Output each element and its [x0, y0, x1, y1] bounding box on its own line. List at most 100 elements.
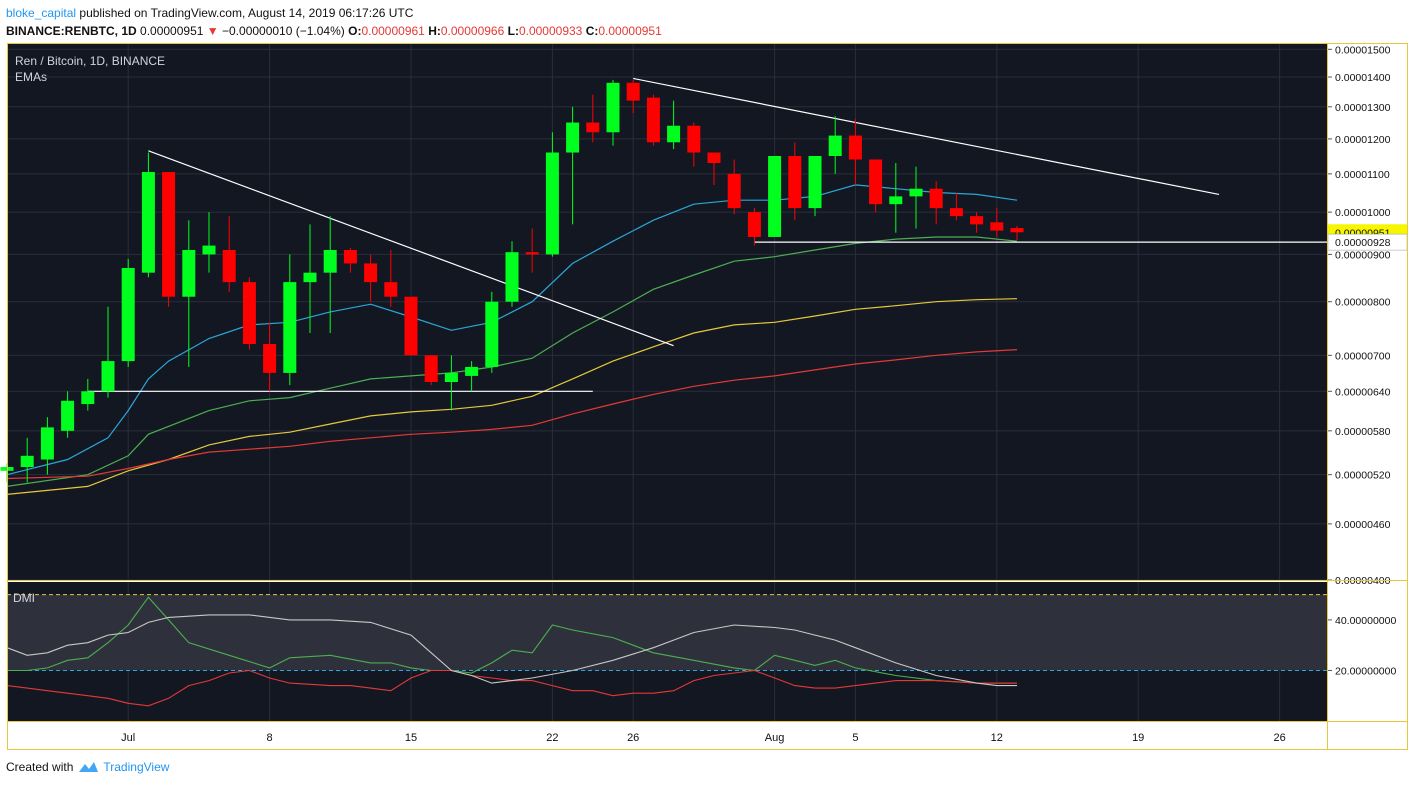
trendline — [148, 150, 674, 347]
price-axis-labels: 0.000004000.000004600.000005200.00000580… — [1328, 44, 1391, 587]
dmi-band-fill — [7, 594, 1327, 671]
time-tick-label: 8 — [267, 732, 273, 744]
last-price: 0.00000951 — [140, 24, 204, 38]
candle-body — [747, 212, 761, 237]
tradingview-link[interactable]: TradingView — [103, 760, 170, 774]
candle-body — [343, 249, 357, 264]
candle-body — [303, 272, 317, 283]
time-tick-label: 12 — [991, 732, 1003, 744]
candle-body — [889, 196, 903, 205]
main-pane[interactable] — [7, 44, 1327, 580]
published-text: published on TradingView.com, August 14,… — [79, 6, 414, 20]
candle-body — [869, 159, 883, 205]
candle-body — [202, 245, 216, 255]
dmi-adx-line — [6, 614, 1017, 687]
dmi-band — [7, 594, 1327, 671]
candle-body — [667, 125, 681, 143]
open-value: 0.00000961 — [361, 24, 425, 38]
trendlines[interactable] — [87, 77, 1341, 392]
time-axis-labels: Jul 8 15 22 26 Aug 5 12 19 26 — [121, 732, 1286, 744]
candle-body — [707, 152, 721, 164]
indicator-label[interactable]: EMAs — [15, 70, 47, 84]
candle-body — [909, 188, 923, 197]
tradingview-logo-icon — [79, 762, 99, 772]
candle-body — [525, 252, 539, 255]
time-tick-label: Jul — [121, 732, 135, 744]
close-label: C: — [585, 24, 599, 38]
candle-body — [444, 372, 458, 382]
time-tick-label: Aug — [765, 732, 785, 744]
candle-body — [626, 82, 640, 101]
low-label: L: — [507, 24, 519, 38]
dmi-label[interactable]: DMI — [13, 591, 35, 605]
dmi-plus-di-line — [7, 596, 1017, 684]
price-tick-label: 0.00000460 — [1335, 519, 1391, 531]
candle-body — [101, 361, 115, 392]
candle-body — [61, 400, 75, 431]
candle-body — [40, 427, 54, 460]
time-tick-label: 19 — [1132, 732, 1144, 744]
candle-body — [364, 263, 378, 283]
time-tick-label: 26 — [627, 732, 639, 744]
price-tick-label: 0.00000640 — [1335, 386, 1391, 398]
price-tick-label: 0.00000580 — [1335, 426, 1391, 438]
candle-body — [404, 296, 418, 356]
ema-line — [6, 349, 1018, 480]
time-axis[interactable] — [7, 721, 1327, 749]
candle-body — [263, 344, 277, 373]
candle-body — [606, 82, 620, 133]
price-tick-label: 0.00001200 — [1335, 134, 1391, 146]
price-tick-label: 0.00001500 — [1335, 44, 1391, 56]
chart-header: bloke_capital published on TradingView.c… — [6, 5, 1406, 39]
time-tick-label: 15 — [405, 732, 417, 744]
price-tick-label: 0.00001300 — [1335, 102, 1391, 114]
dmi-axis-labels: 20.00000000 40.00000000 — [1328, 615, 1396, 677]
close-value: 0.00000951 — [598, 24, 662, 38]
candle-body — [970, 216, 984, 225]
footer: Created with TradingView — [6, 760, 169, 774]
price-axis[interactable] — [1328, 44, 1408, 580]
candle-body — [687, 125, 701, 153]
candle-body — [162, 172, 176, 297]
candle-body — [222, 249, 236, 283]
price-tick-label: 0.00000520 — [1335, 470, 1391, 482]
time-tick-label: 26 — [1273, 732, 1285, 744]
price-change: −0.00000010 (−1.04%) — [222, 24, 345, 38]
candle-body — [646, 97, 660, 143]
down-arrow-icon: ▼ — [206, 24, 219, 38]
author-link[interactable]: bloke_capital — [6, 6, 77, 20]
line-price-tag-label: 0.00000928 — [1335, 237, 1391, 249]
price-tick-label: 0.00000700 — [1335, 350, 1391, 362]
candle-body — [1010, 228, 1024, 233]
candle-body — [283, 282, 297, 373]
price-tick-label: 0.00001400 — [1335, 72, 1391, 84]
candle-body — [182, 249, 196, 297]
dmi-tick-label: 20.00000000 — [1335, 665, 1396, 677]
candle-body — [242, 282, 256, 345]
candle-body — [848, 135, 862, 160]
candle-body — [81, 391, 95, 405]
high-label: H: — [428, 24, 441, 38]
candles — [0, 79, 1024, 483]
high-value: 0.00000966 — [440, 24, 505, 38]
price-tick-label: 0.00000900 — [1335, 249, 1391, 261]
ema-line — [6, 298, 1018, 495]
symbol-label: BINANCE:RENBTC, 1D — [6, 24, 137, 38]
dmi-minus-di-line — [6, 669, 1017, 707]
trendline — [633, 77, 1220, 196]
candle-body — [424, 355, 438, 382]
chart-title: Ren / Bitcoin, 1D, BINANCE — [15, 54, 165, 68]
time-tick-label: 22 — [546, 732, 558, 744]
candle-body — [545, 152, 559, 255]
candle-body — [505, 252, 519, 302]
candle-body — [384, 282, 398, 297]
created-with-text: Created with — [6, 760, 74, 774]
candle-body — [727, 173, 741, 209]
candle-body — [990, 222, 1004, 231]
low-value: 0.00000933 — [518, 24, 583, 38]
candle-body — [566, 122, 580, 153]
dmi-axis — [1328, 582, 1408, 721]
candle-body — [465, 366, 479, 376]
